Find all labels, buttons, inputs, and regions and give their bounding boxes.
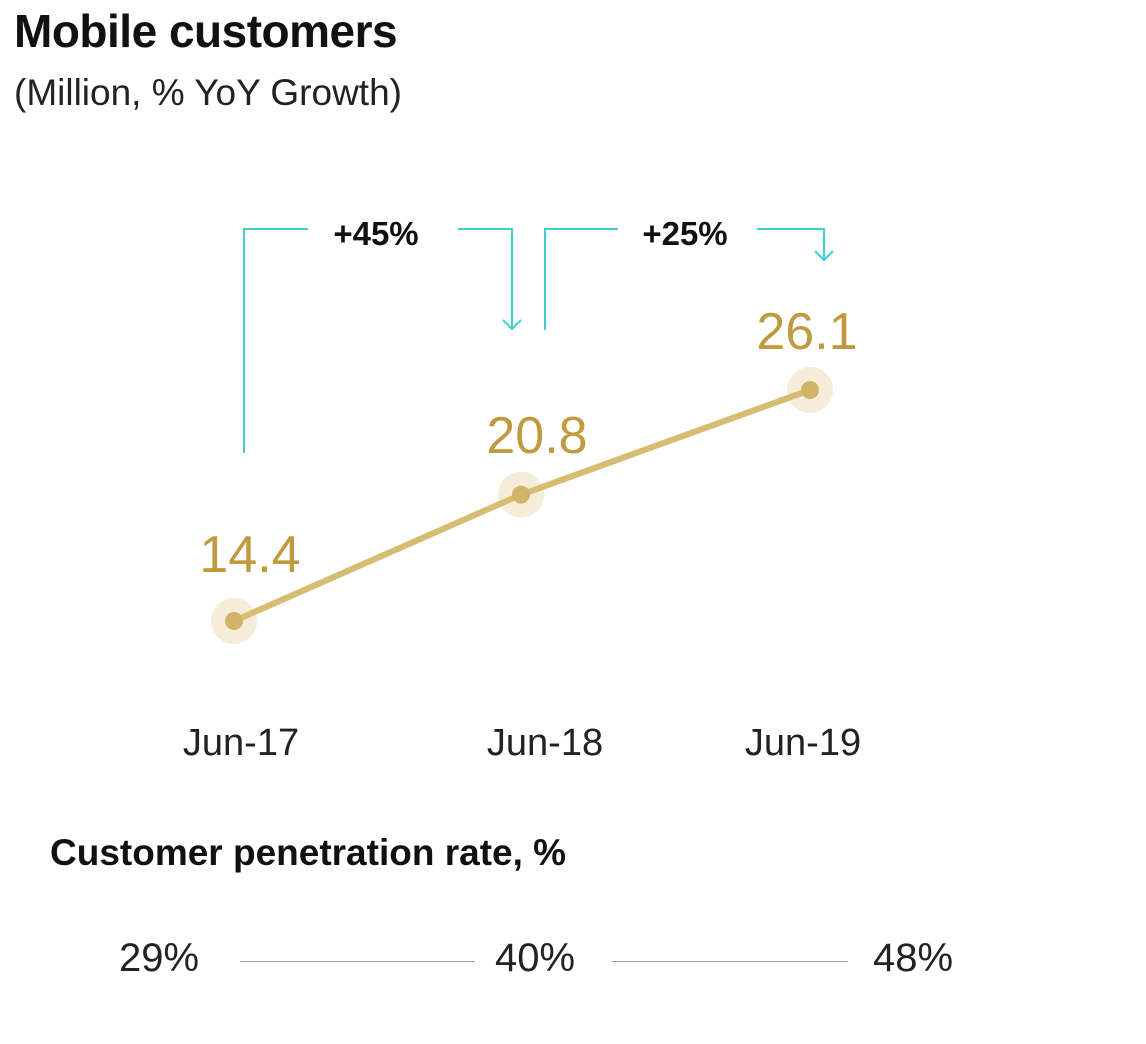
x-tick-label-jun-18: Jun-18: [487, 722, 603, 764]
data-point-jun-18: [512, 485, 530, 504]
penetration-value-jun-18: 40%: [495, 936, 576, 980]
growth-arrow-head-2: [814, 250, 834, 262]
line-chart: 14.4 20.8 26.1 Jun-17 Jun-18 Jun-19 +45% +25%: [183, 215, 861, 764]
penetration-value-jun-19: 48%: [873, 936, 954, 980]
data-label-jun-17: 14.4: [199, 526, 300, 584]
penetration-value-jun-17: 29%: [119, 936, 200, 980]
growth-bracket-2: [544, 228, 825, 330]
chart-title: Mobile customers: [14, 5, 398, 57]
growth-arrow-head-1: [502, 319, 522, 331]
x-tick-label-jun-19: Jun-19: [745, 722, 861, 764]
data-label-jun-19: 26.1: [756, 303, 857, 361]
penetration-separator-2: [612, 961, 848, 962]
growth-label-1: +45%: [333, 215, 418, 252]
penetration-separator-1: [240, 961, 475, 962]
penetration-title: Customer penetration rate, %: [50, 832, 567, 873]
x-tick-label-jun-17: Jun-17: [183, 722, 299, 764]
data-point-jun-17: [225, 612, 243, 630]
data-label-jun-18: 20.8: [486, 407, 587, 465]
chart-subtitle: (Million, % YoY Growth): [14, 72, 402, 113]
data-point-jun-19: [801, 381, 819, 399]
growth-bracket-1: [243, 228, 513, 453]
growth-label-2: +25%: [642, 215, 727, 252]
